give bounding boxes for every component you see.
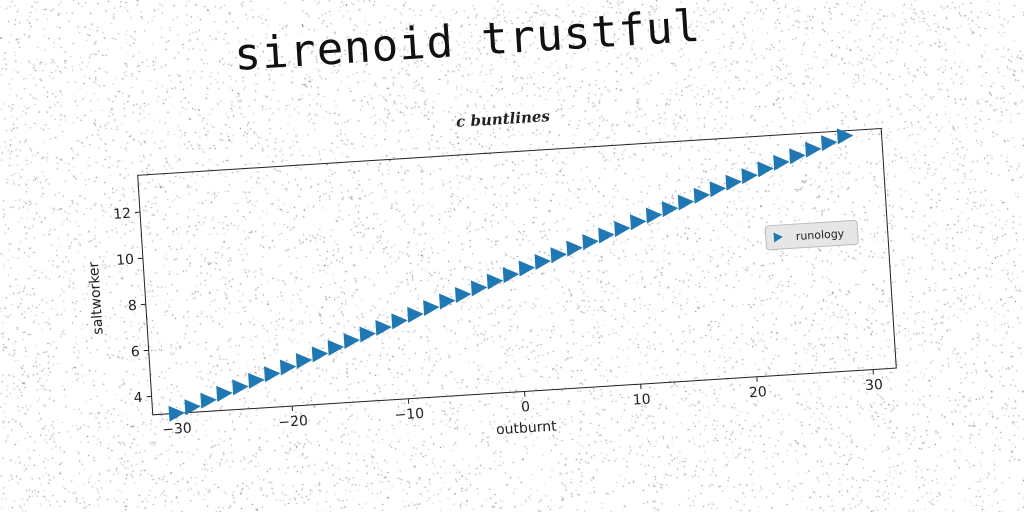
data-point: [836, 128, 854, 145]
x-tick-label: −10: [394, 406, 424, 424]
x-tick-label: 30: [865, 377, 884, 394]
data-point: [439, 293, 456, 310]
data-point: [518, 260, 536, 277]
y-tick-label: 12: [113, 206, 132, 223]
data-point: [805, 141, 822, 158]
data-point: [773, 154, 790, 171]
legend-label: runology: [795, 227, 845, 243]
x-axis-label: outburnt: [496, 418, 558, 438]
data-point: [725, 174, 742, 191]
data-point: [423, 300, 440, 317]
data-point: [359, 326, 376, 343]
data-point: [757, 161, 774, 178]
data-point: [614, 221, 631, 237]
data-point: [645, 207, 663, 224]
data-point: [550, 247, 567, 264]
data-point: [566, 240, 583, 257]
data-point: [263, 366, 281, 383]
x-tick-label: 0: [521, 399, 531, 416]
data-point: [184, 399, 201, 416]
y-tick-label: 10: [116, 252, 135, 269]
y-tick-label: 4: [133, 390, 143, 407]
legend-box: [764, 219, 859, 251]
data-point: [693, 187, 711, 204]
x-tick-label: 20: [748, 384, 767, 401]
data-point: [279, 359, 297, 376]
data-point: [232, 379, 249, 396]
data-point: [470, 280, 488, 297]
data-point: [661, 201, 679, 218]
data-point: [407, 306, 424, 323]
x-tick-label: 10: [632, 392, 651, 409]
data-point: [741, 168, 758, 185]
data-point: [295, 352, 313, 369]
data-point: [168, 405, 185, 422]
data-point: [454, 286, 472, 303]
data-point: [216, 385, 233, 402]
data-point: [789, 148, 806, 165]
y-tick-label: 6: [130, 344, 140, 361]
data-point: [200, 392, 217, 409]
data-point: [248, 372, 265, 389]
data-point: [391, 313, 408, 330]
data-point: [709, 181, 727, 198]
data-point: [534, 253, 551, 270]
legend-marker: [773, 232, 783, 243]
data-point: [598, 227, 615, 244]
data-point: [375, 319, 392, 336]
data-point: [343, 333, 361, 350]
data-point: [582, 234, 599, 251]
x-tick-label: −30: [162, 420, 192, 438]
data-point: [820, 135, 838, 152]
data-point: [327, 339, 345, 356]
data-point: [629, 214, 647, 231]
x-tick-label: −20: [278, 413, 308, 431]
data-point: [486, 273, 504, 290]
data-point: [311, 346, 329, 363]
data-point: [502, 267, 520, 284]
y-axis-label: saltworker: [86, 261, 107, 335]
y-tick-label: 8: [127, 298, 137, 315]
data-point: [677, 194, 695, 211]
plot-frame: [137, 127, 897, 416]
legend: runology: [764, 219, 859, 251]
